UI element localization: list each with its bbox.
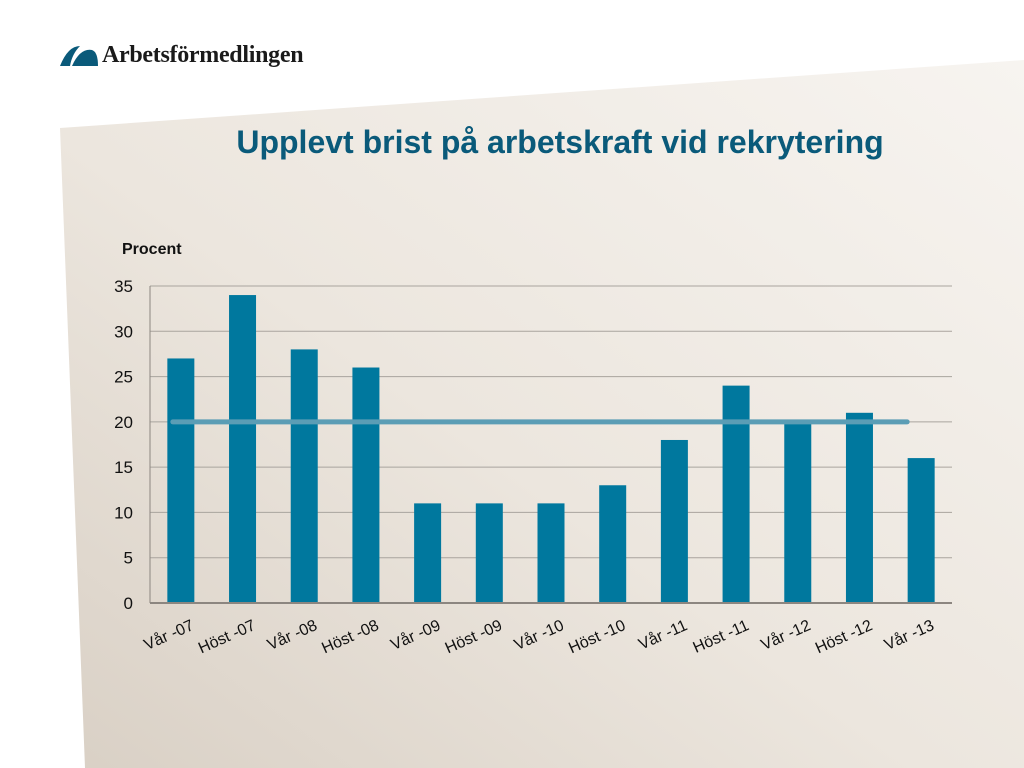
x-tick-label: Vår -07	[141, 616, 196, 654]
x-tick-label: Vår -12	[758, 616, 813, 654]
bar	[352, 367, 380, 603]
x-tick-label: Höst -09	[443, 617, 505, 657]
bar	[845, 412, 873, 603]
bar	[475, 503, 503, 603]
y-tick-label: 15	[114, 458, 133, 477]
x-tick-label: Höst -08	[319, 617, 381, 657]
bar	[599, 485, 627, 603]
chart-title: Upplevt brist på arbetskraft vid rekryte…	[236, 124, 884, 160]
x-tick-label: Höst -11	[691, 617, 752, 657]
y-tick-label: 5	[124, 549, 133, 568]
bar	[229, 295, 257, 603]
brand-mark-icon	[60, 46, 98, 66]
bar	[660, 439, 688, 603]
y-tick-label: 20	[114, 413, 133, 432]
x-tick-label: Vår -10	[511, 616, 566, 654]
y-tick-label: 30	[114, 322, 133, 341]
x-tick-label: Vår -13	[882, 616, 937, 654]
brand-logo: Arbetsförmedlingen	[58, 38, 304, 72]
bar	[414, 503, 442, 603]
x-tick-label: Vår -08	[265, 616, 320, 654]
y-tick-label: 35	[114, 277, 133, 296]
y-tick-label: 25	[114, 368, 133, 387]
x-tick-label: Höst -12	[813, 617, 875, 657]
x-tick-label: Höst -10	[566, 617, 628, 657]
bar	[722, 385, 750, 603]
y-axis-label: Procent	[122, 241, 182, 258]
bar	[784, 421, 812, 603]
brand-name: Arbetsförmedlingen	[102, 41, 304, 68]
bar	[907, 458, 935, 603]
bar	[537, 503, 565, 603]
y-tick-label: 0	[124, 594, 133, 613]
x-tick-label: Vår -11	[636, 616, 690, 653]
x-tick-label: Vår -09	[388, 616, 443, 654]
y-tick-label: 10	[114, 503, 133, 522]
bar	[290, 349, 318, 603]
x-tick-label: Höst -07	[196, 617, 258, 657]
bar	[167, 358, 195, 603]
